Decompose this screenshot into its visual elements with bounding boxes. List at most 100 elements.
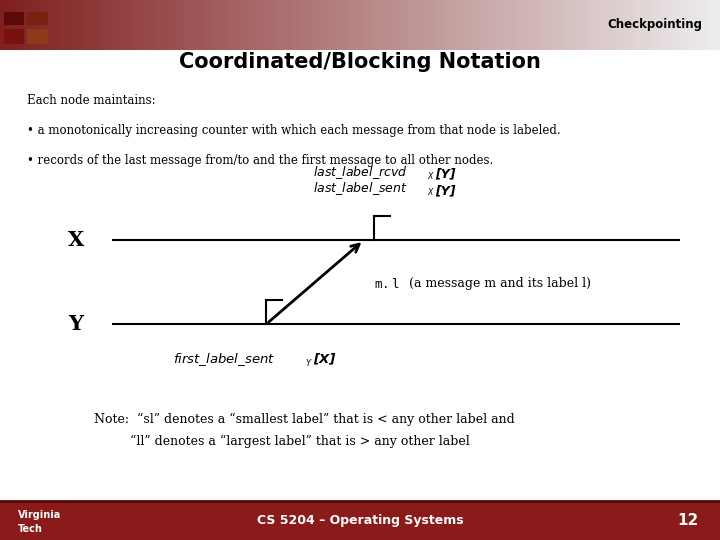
Bar xyxy=(475,0,480,50)
Bar xyxy=(695,0,699,50)
Bar xyxy=(212,0,217,50)
Bar xyxy=(443,0,447,50)
Bar xyxy=(133,0,138,50)
Bar xyxy=(558,0,562,50)
Bar xyxy=(630,0,634,50)
Bar xyxy=(115,0,120,50)
Bar xyxy=(27,29,48,44)
Bar xyxy=(137,0,141,50)
Bar xyxy=(374,0,379,50)
Text: CS 5204 – Operating Systems: CS 5204 – Operating Systems xyxy=(257,514,463,527)
Bar xyxy=(641,0,645,50)
Bar xyxy=(342,0,346,50)
Bar xyxy=(688,0,692,50)
Bar xyxy=(414,0,418,50)
Text: $\mathit{last\_label\_rcvd}$: $\mathit{last\_label\_rcvd}$ xyxy=(312,164,408,181)
Bar xyxy=(454,0,458,50)
Bar xyxy=(158,0,163,50)
Bar xyxy=(47,0,51,50)
Text: Checkpointing: Checkpointing xyxy=(607,18,702,31)
Bar xyxy=(385,0,390,50)
Bar xyxy=(310,0,314,50)
Text: Coordinated/Blocking Notation: Coordinated/Blocking Notation xyxy=(179,52,541,72)
Bar xyxy=(706,0,710,50)
Bar xyxy=(410,0,415,50)
Bar xyxy=(184,0,188,50)
Bar xyxy=(238,0,242,50)
Bar xyxy=(140,0,145,50)
Bar xyxy=(256,0,260,50)
Bar xyxy=(0,501,720,540)
Bar xyxy=(432,0,436,50)
Bar xyxy=(536,0,541,50)
Bar xyxy=(230,0,235,50)
Text: Tech: Tech xyxy=(18,524,43,534)
Bar xyxy=(626,0,631,50)
Bar xyxy=(274,0,278,50)
Bar xyxy=(504,0,508,50)
Bar xyxy=(302,0,307,50)
Text: Each node maintains:: Each node maintains: xyxy=(27,94,156,107)
Text: • records of the last message from/to and the first message to all other nodes.: • records of the last message from/to an… xyxy=(27,154,494,167)
Bar xyxy=(126,0,130,50)
Bar xyxy=(648,0,652,50)
Bar xyxy=(497,0,501,50)
Bar xyxy=(277,0,282,50)
Bar xyxy=(202,0,206,50)
Bar xyxy=(428,0,433,50)
Bar xyxy=(482,0,487,50)
Bar xyxy=(22,0,26,50)
Bar xyxy=(353,0,357,50)
Bar xyxy=(490,0,494,50)
Bar xyxy=(680,0,685,50)
Bar xyxy=(360,0,364,50)
Bar xyxy=(486,0,490,50)
Bar xyxy=(652,0,656,50)
Bar xyxy=(382,0,386,50)
Text: $_X$: $_X$ xyxy=(427,186,435,199)
Bar xyxy=(371,0,375,50)
Bar xyxy=(252,0,256,50)
Bar xyxy=(601,0,606,50)
Bar xyxy=(266,0,271,50)
Bar xyxy=(338,0,343,50)
Text: $_X$: $_X$ xyxy=(427,170,435,183)
Bar xyxy=(295,0,300,50)
Text: Y: Y xyxy=(68,314,83,334)
Bar xyxy=(324,0,328,50)
Bar xyxy=(392,0,397,50)
Bar xyxy=(713,0,717,50)
Bar xyxy=(518,0,523,50)
Text: • a monotonically increasing counter with which each message from that node is l: • a monotonically increasing counter wit… xyxy=(27,124,561,137)
Bar xyxy=(346,0,350,50)
Bar xyxy=(331,0,336,50)
Bar xyxy=(508,0,512,50)
Bar xyxy=(27,12,48,25)
Bar xyxy=(590,0,595,50)
Text: Virginia: Virginia xyxy=(18,510,61,520)
Bar xyxy=(317,0,321,50)
Bar xyxy=(716,0,720,50)
Bar xyxy=(320,0,325,50)
Bar xyxy=(544,0,548,50)
Bar xyxy=(425,0,429,50)
Bar xyxy=(216,0,220,50)
Bar xyxy=(403,0,408,50)
Text: [X]: [X] xyxy=(313,353,336,366)
Bar xyxy=(554,0,559,50)
Bar xyxy=(587,0,591,50)
Bar xyxy=(655,0,660,50)
Bar xyxy=(684,0,688,50)
Bar xyxy=(72,0,76,50)
Bar xyxy=(421,0,426,50)
Bar xyxy=(119,0,123,50)
Bar xyxy=(598,0,602,50)
Bar xyxy=(104,0,109,50)
Bar xyxy=(396,0,400,50)
Bar xyxy=(144,0,148,50)
Bar xyxy=(54,0,58,50)
Bar xyxy=(61,0,66,50)
Bar xyxy=(612,0,616,50)
Bar xyxy=(540,0,544,50)
Bar xyxy=(101,0,105,50)
